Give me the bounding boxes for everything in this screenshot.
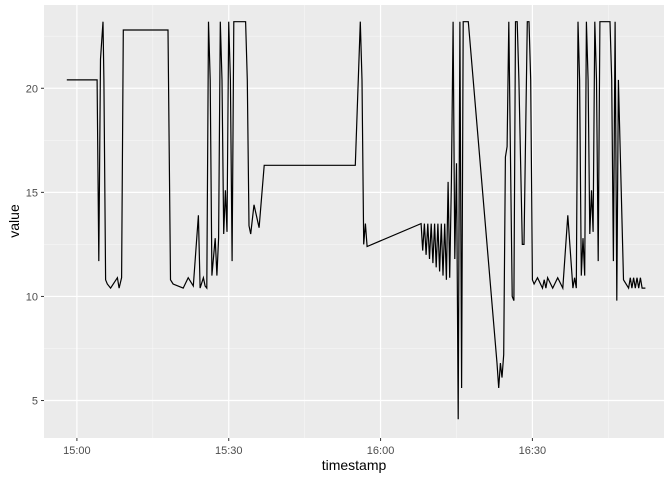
y-axis: 5 10 15 20 xyxy=(26,83,44,408)
plot-panel xyxy=(44,5,664,438)
data-layer xyxy=(66,21,646,420)
grid-major xyxy=(44,5,664,438)
y-tick-label: 5 xyxy=(32,396,38,408)
x-tick-label: 16:30 xyxy=(519,445,547,457)
y-tick-label: 15 xyxy=(26,187,38,199)
y-tick-label: 10 xyxy=(26,291,38,303)
x-axis-title: timestamp xyxy=(322,457,387,473)
x-tick-label: 15:30 xyxy=(215,445,243,457)
series-line xyxy=(66,21,646,420)
x-tick-label: 15:00 xyxy=(63,445,91,457)
grid-minor xyxy=(44,5,664,438)
y-tick-label: 20 xyxy=(26,83,38,95)
x-tick-label: 16:00 xyxy=(367,445,395,457)
x-axis: 15:00 15:30 16:00 16:30 xyxy=(63,438,546,457)
y-axis-title: value xyxy=(6,204,22,238)
